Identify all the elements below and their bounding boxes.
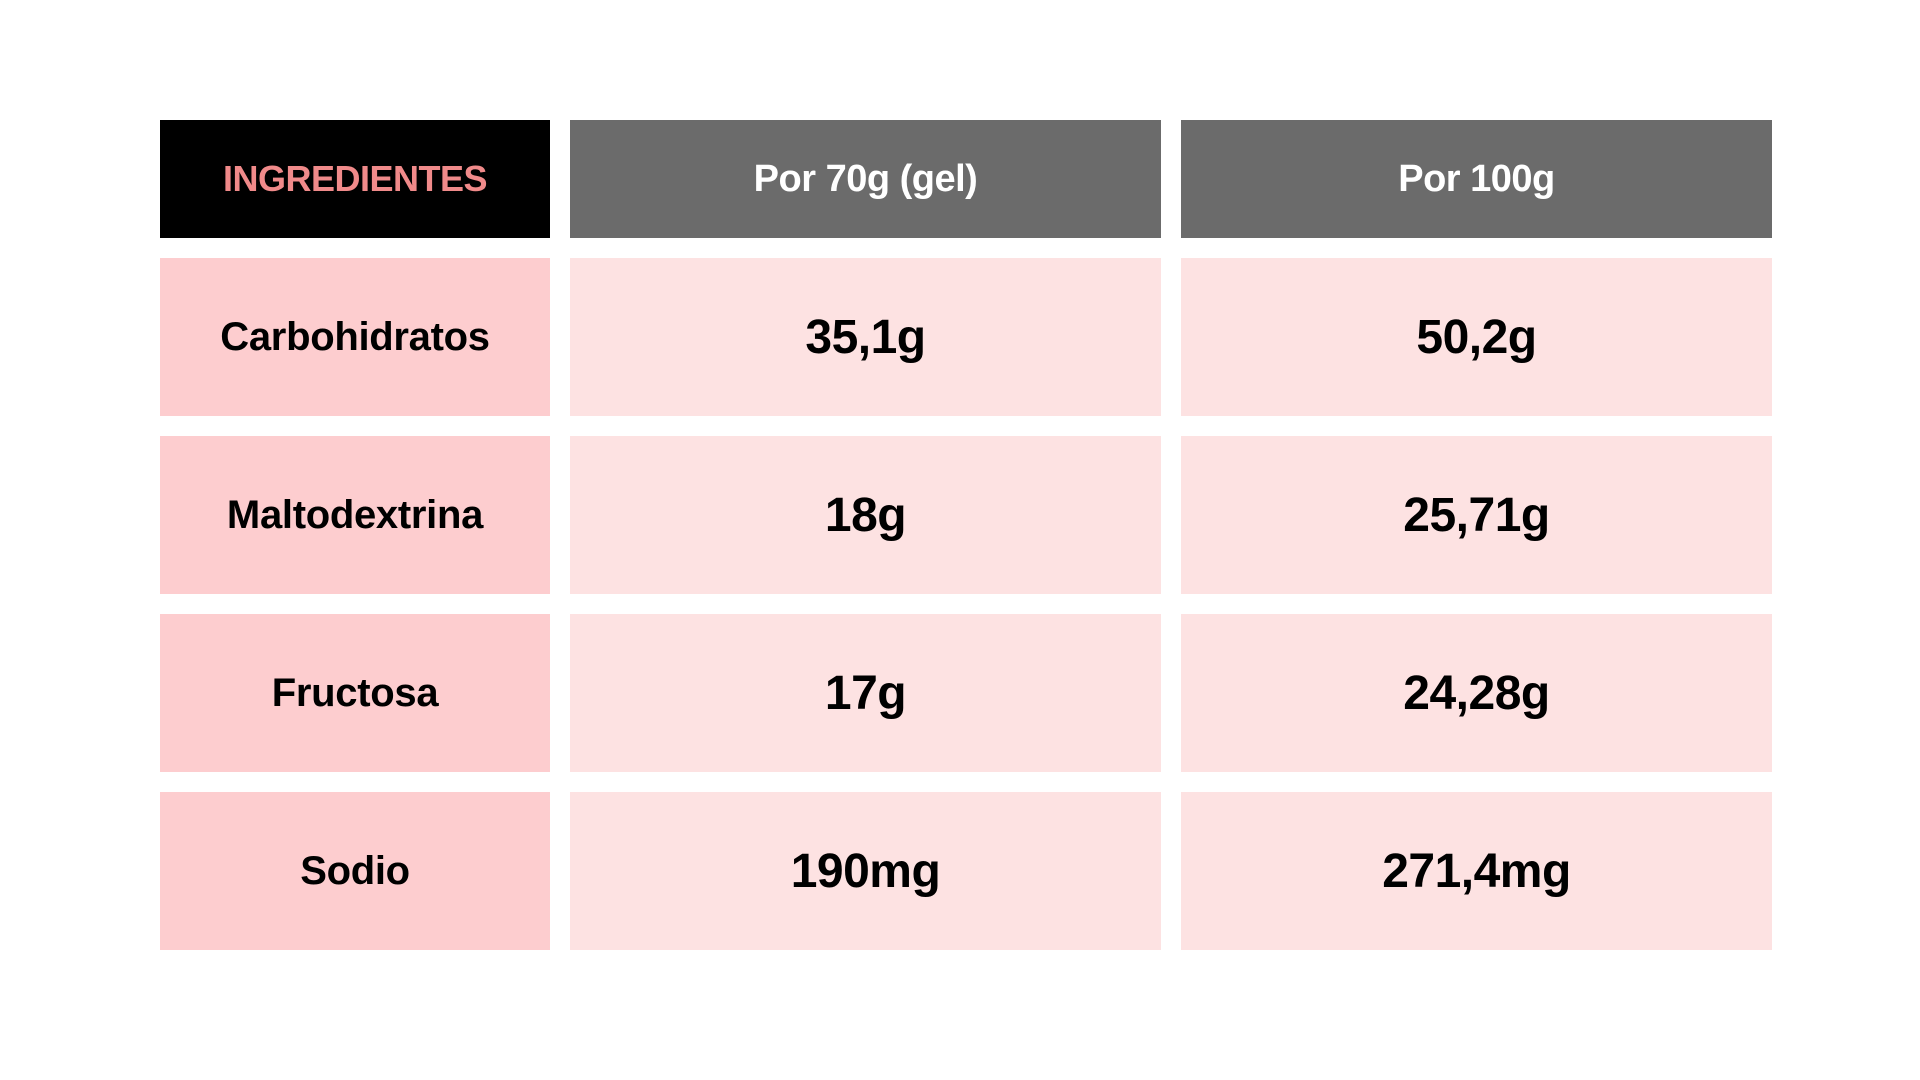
header-por-100g: Por 100g: [1181, 120, 1772, 238]
cell-carbohidratos-100g: 50,2g: [1181, 258, 1772, 416]
header-ingredientes: INGREDIENTES: [160, 120, 550, 238]
cell-maltodextrina-100g: 25,71g: [1181, 436, 1772, 594]
cell-maltodextrina-70g: 18g: [570, 436, 1161, 594]
row-label-sodio: Sodio: [160, 792, 550, 950]
cell-carbohidratos-70g: 35,1g: [570, 258, 1161, 416]
nutrition-table: INGREDIENTES Por 70g (gel) Por 100g Carb…: [160, 120, 1772, 950]
row-label-maltodextrina: Maltodextrina: [160, 436, 550, 594]
header-por-70g: Por 70g (gel): [570, 120, 1161, 238]
cell-sodio-100g: 271,4mg: [1181, 792, 1772, 950]
cell-fructosa-100g: 24,28g: [1181, 614, 1772, 772]
cell-sodio-70g: 190mg: [570, 792, 1161, 950]
cell-fructosa-70g: 17g: [570, 614, 1161, 772]
row-label-fructosa: Fructosa: [160, 614, 550, 772]
row-label-carbohidratos: Carbohidratos: [160, 258, 550, 416]
